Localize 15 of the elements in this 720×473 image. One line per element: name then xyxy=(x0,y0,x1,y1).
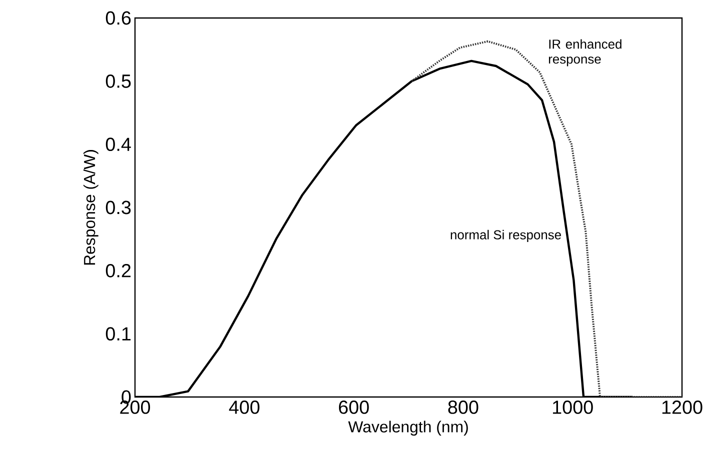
x-tick-label: 400 xyxy=(229,400,260,414)
y-tick-label: 0.2 xyxy=(106,264,131,278)
y-tick-label: 0.4 xyxy=(106,138,131,152)
y-tick-label: 0.3 xyxy=(106,200,131,214)
x-axis-title: Wavelength (nm) xyxy=(348,420,468,436)
y-tick-label: 0.6 xyxy=(106,11,131,25)
series-label: IR enhanced response xyxy=(548,39,622,66)
y-axis-title: Response (A/W) xyxy=(83,150,98,265)
x-tick-label: 800 xyxy=(448,400,478,414)
x-tick-label: 600 xyxy=(338,400,369,414)
x-tick-label: 1000 xyxy=(552,400,593,414)
series-label: normal Si response xyxy=(450,230,561,242)
y-tick-label: 0.1 xyxy=(106,327,131,341)
y-tick-label: 0.5 xyxy=(106,74,131,88)
x-tick-label: 1200 xyxy=(662,400,702,414)
